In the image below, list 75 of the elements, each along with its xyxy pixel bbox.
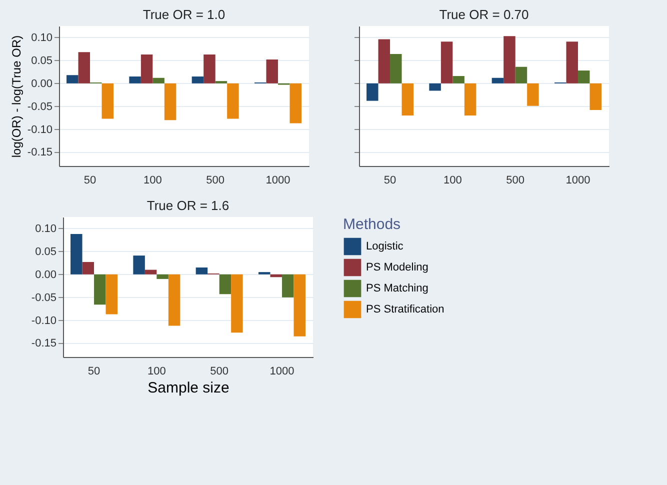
- bar: [290, 83, 302, 124]
- chart-title: True OR = 1.0: [142, 7, 226, 22]
- bar: [133, 256, 145, 274]
- y-axis-title: log(OR) - log(True OR): [9, 35, 24, 158]
- x-tick-label: 1000: [266, 174, 290, 186]
- x-tick-label: 1000: [566, 174, 590, 186]
- bar: [464, 83, 476, 116]
- bar: [566, 42, 578, 84]
- bar: [219, 274, 232, 294]
- bar: [102, 83, 114, 119]
- bar: [140, 54, 153, 84]
- legend-title: Methods: [343, 216, 401, 233]
- x-tick-label: 100: [147, 366, 166, 378]
- y-tick-label: -0.05: [27, 100, 52, 113]
- y-tick-label: 0.05: [31, 54, 52, 67]
- bar: [94, 274, 106, 305]
- bar: [144, 270, 157, 274]
- legend-label: PS Matching: [366, 282, 428, 294]
- bar: [527, 83, 539, 106]
- bar: [390, 54, 402, 84]
- bar: [282, 274, 294, 298]
- y-tick-label: -0.15: [27, 146, 52, 159]
- bar: [429, 83, 441, 91]
- bar: [402, 83, 414, 116]
- y-tick-label: 0.05: [35, 246, 56, 258]
- x-tick-label: 500: [506, 174, 525, 186]
- bar: [231, 274, 243, 333]
- y-tick-label: -0.05: [31, 292, 56, 304]
- bar: [82, 262, 94, 274]
- y-tick-label: 0.10: [31, 32, 52, 44]
- bar: [78, 52, 90, 84]
- x-tick-label: 100: [443, 174, 462, 186]
- x-tick-label: 100: [143, 174, 162, 186]
- bar: [294, 274, 306, 336]
- bar: [156, 274, 168, 279]
- y-tick-label: -0.10: [31, 314, 56, 327]
- x-tick-label: 50: [88, 366, 100, 378]
- x-axis-title: Sample size: [148, 380, 230, 396]
- bar: [266, 60, 278, 84]
- bar: [366, 83, 378, 101]
- bar: [578, 70, 590, 84]
- bar: [270, 274, 282, 278]
- chart-title: True OR = 1.6: [146, 198, 230, 213]
- y-tick-label: 0.00: [31, 78, 52, 90]
- bar: [192, 76, 204, 84]
- legend-label: PS Stratification: [366, 304, 444, 316]
- bar: [440, 42, 453, 84]
- x-tick-label: 500: [210, 366, 229, 378]
- legend-label: PS Modeling: [366, 262, 428, 274]
- x-tick-label: 50: [84, 174, 96, 186]
- y-tick-label: 0.10: [35, 222, 56, 235]
- bar: [227, 83, 239, 119]
- x-tick-label: 1000: [270, 366, 294, 378]
- bar: [378, 39, 390, 84]
- legend-label: Logistic: [366, 240, 404, 252]
- bar: [66, 75, 78, 84]
- y-tick-label: -0.10: [27, 124, 52, 136]
- x-tick-label: 50: [384, 174, 396, 186]
- bar: [164, 83, 176, 120]
- y-tick-label: -0.15: [31, 338, 56, 350]
- bar: [204, 54, 216, 84]
- bar: [492, 78, 504, 84]
- x-tick-label: 500: [206, 174, 225, 186]
- bar: [452, 76, 464, 84]
- bar: [168, 274, 180, 326]
- bar: [504, 36, 516, 84]
- chart-title: True OR = 0.70: [439, 7, 529, 22]
- bar: [515, 66, 528, 84]
- bar: [129, 76, 141, 84]
- bar: [196, 267, 208, 274]
- bar: [590, 83, 602, 110]
- bar: [152, 78, 164, 84]
- bar: [106, 274, 118, 314]
- bar: [70, 234, 82, 274]
- y-tick-label: 0.00: [35, 268, 56, 281]
